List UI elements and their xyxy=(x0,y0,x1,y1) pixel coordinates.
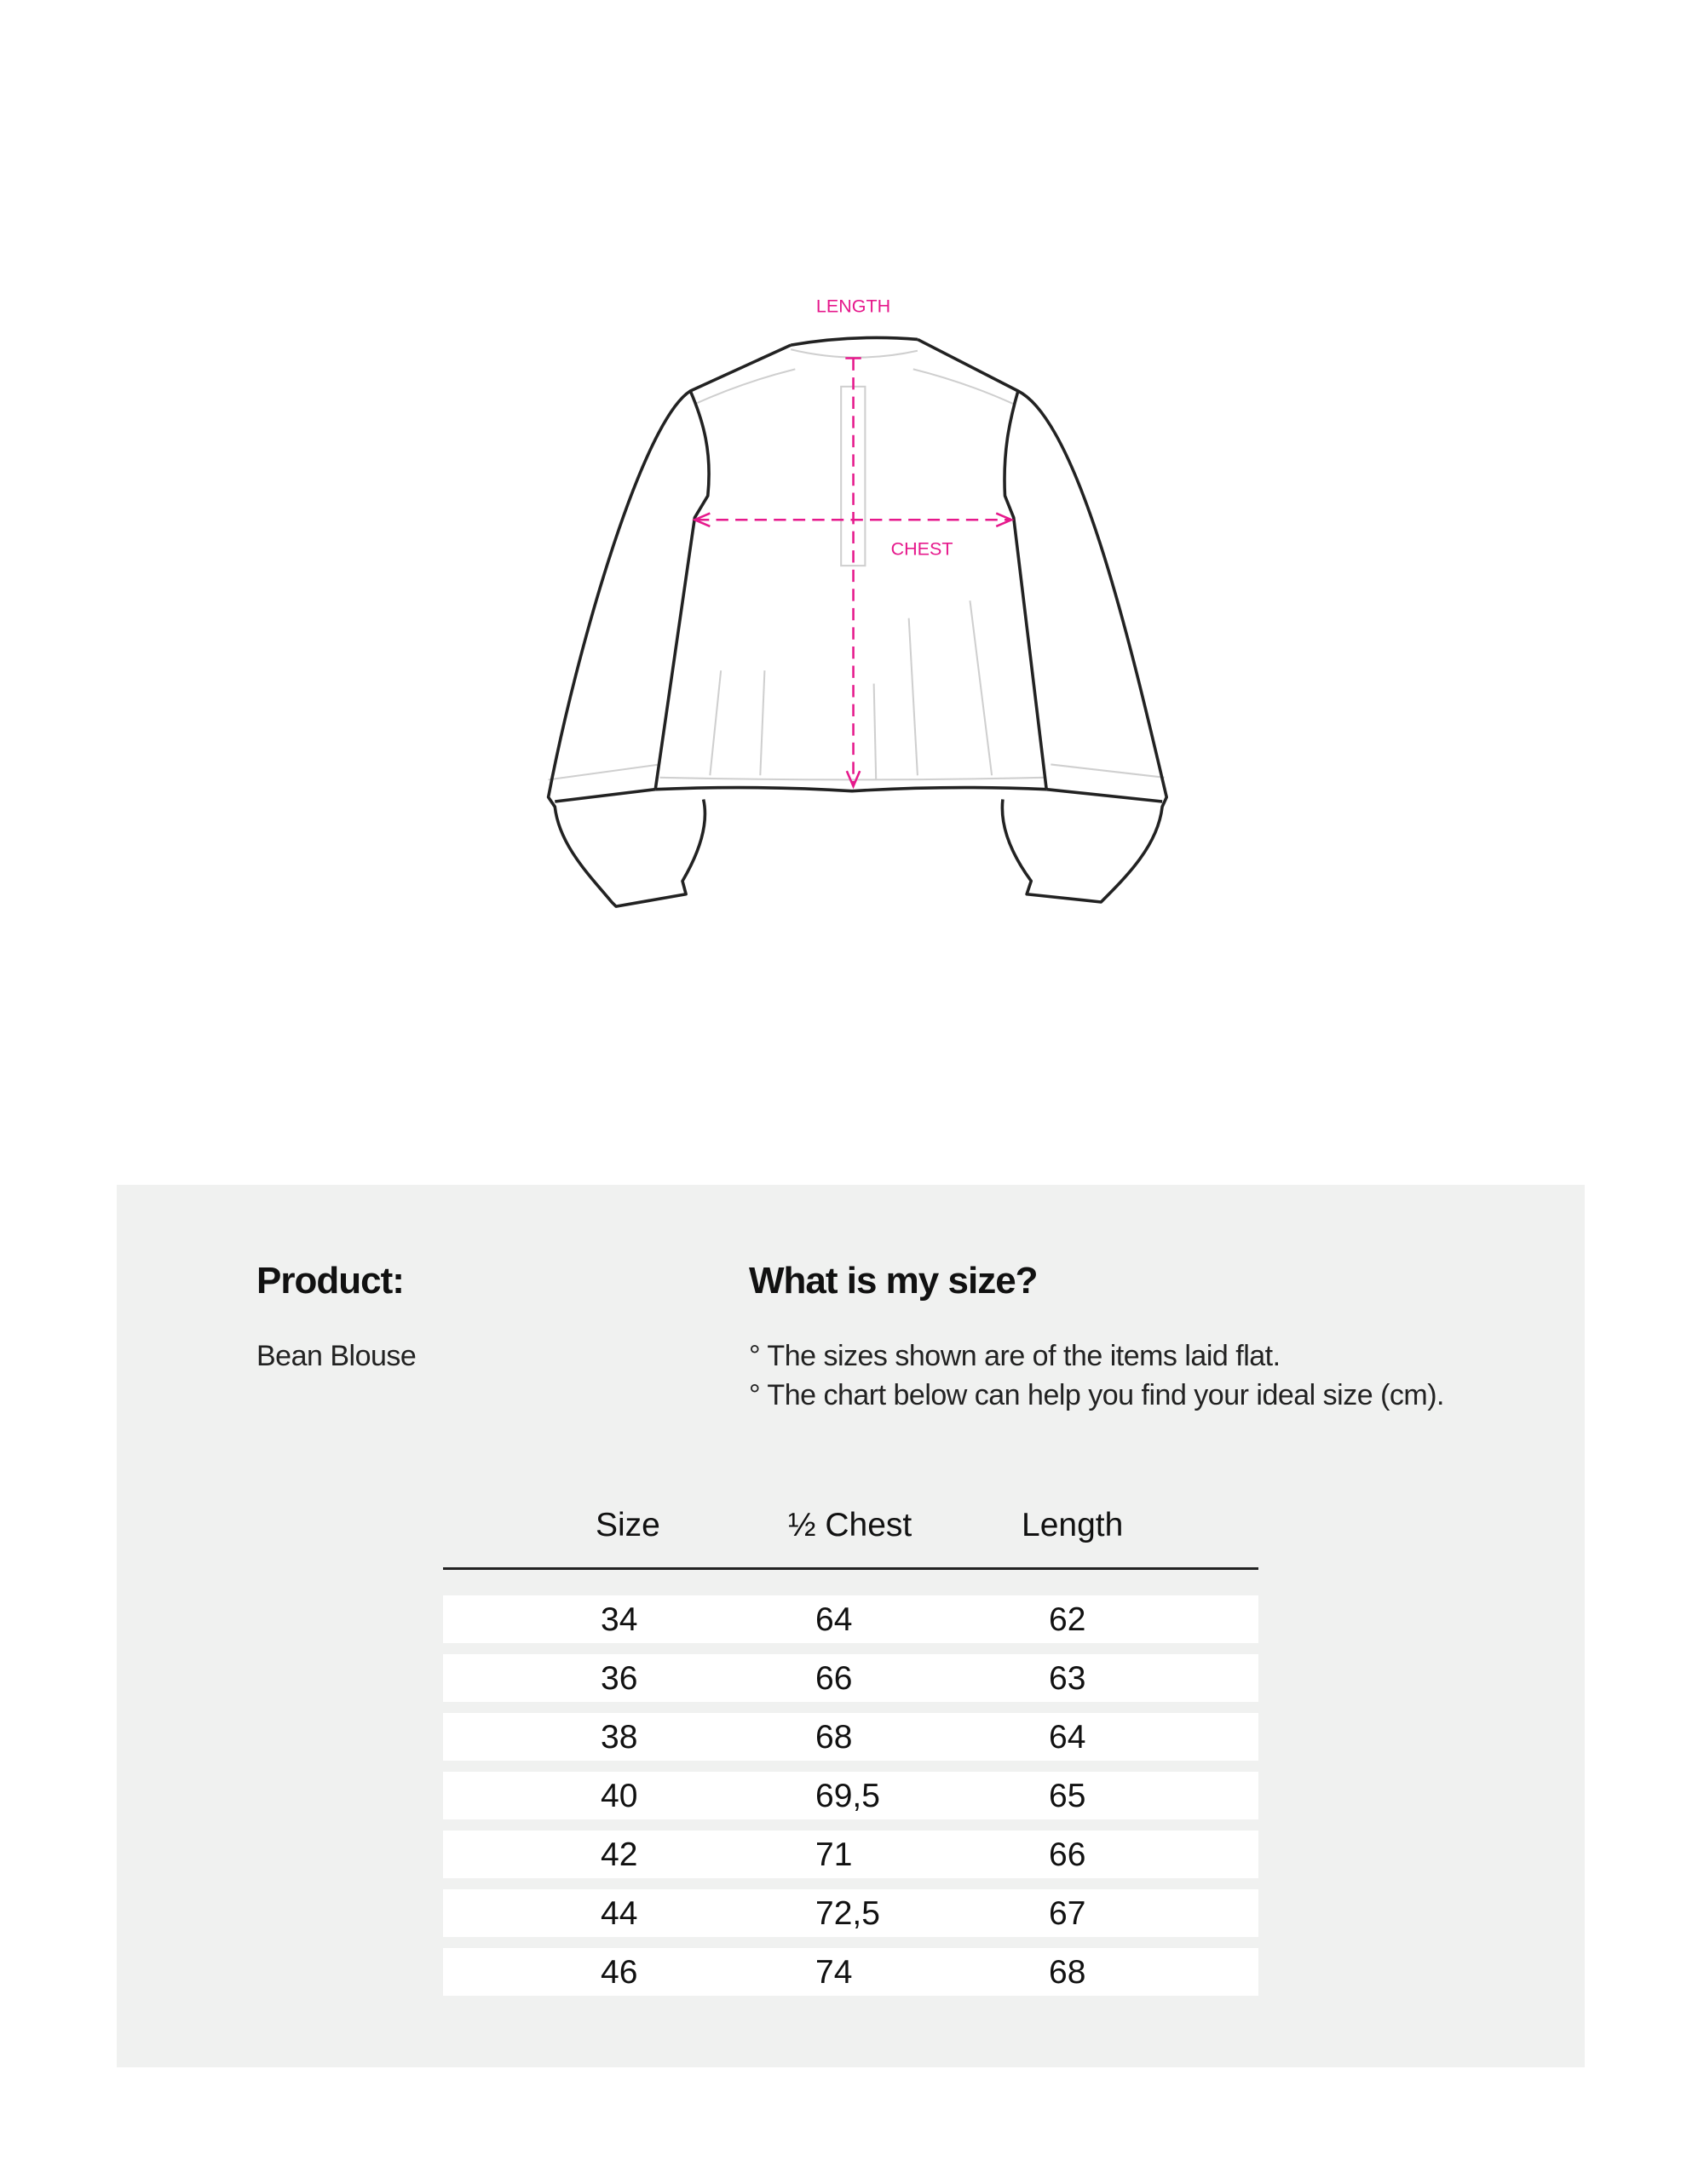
product-name: Bean Blouse xyxy=(256,1340,417,1372)
header-length: Length xyxy=(1022,1507,1124,1543)
half-chest-cell: 74 xyxy=(815,1954,853,1991)
right-side-outline xyxy=(917,337,1169,904)
size-cell: 36 xyxy=(601,1660,638,1697)
header-size: Size xyxy=(596,1507,660,1543)
size-cell: 46 xyxy=(601,1954,638,1991)
length-cell: 64 xyxy=(1049,1719,1086,1756)
size-cell: 40 xyxy=(601,1778,638,1814)
table-row: 42 71 66 xyxy=(443,1831,1258,1878)
half-chest-cell: 72,5 xyxy=(815,1895,880,1932)
yoke-seam xyxy=(694,368,1015,405)
sleeve-band-right xyxy=(1051,763,1165,779)
table-row: 44 72,5 67 xyxy=(443,1889,1258,1937)
chest-arrow-left-icon xyxy=(692,512,711,528)
length-cell: 63 xyxy=(1049,1660,1086,1697)
left-side-outline xyxy=(546,343,792,908)
blouse-measurement-diagram: LENGTH CHEST xyxy=(546,296,1169,908)
collar xyxy=(790,336,918,347)
size-help-heading: What is my size? xyxy=(749,1260,1039,1302)
size-note-2: ° The chart below can help you find your… xyxy=(749,1379,1445,1411)
sleeve-band-left xyxy=(548,763,660,781)
length-label: LENGTH xyxy=(816,296,890,317)
length-cell: 65 xyxy=(1049,1778,1086,1814)
table-row: 36 66 63 xyxy=(443,1654,1258,1702)
table-row: 46 74 68 xyxy=(443,1948,1258,1996)
header-half-chest: ½ Chest xyxy=(788,1507,912,1543)
table-row: 34 64 62 xyxy=(443,1595,1258,1643)
half-chest-cell: 68 xyxy=(815,1719,853,1756)
half-chest-cell: 71 xyxy=(815,1836,853,1873)
length-cell: 67 xyxy=(1049,1895,1086,1932)
size-note-1: ° The sizes shown are of the items laid … xyxy=(749,1340,1281,1372)
table-row: 40 69,5 65 xyxy=(443,1772,1258,1819)
cuff-lines xyxy=(555,787,1163,803)
header-divider xyxy=(443,1567,1258,1570)
chest-arrow-right-icon xyxy=(995,512,1015,528)
hem xyxy=(655,785,1047,793)
hem-stitch xyxy=(659,776,1045,781)
chest-label: CHEST xyxy=(891,538,953,559)
half-chest-cell: 69,5 xyxy=(815,1778,880,1814)
length-cell: 62 xyxy=(1049,1601,1086,1638)
size-cell: 42 xyxy=(601,1836,638,1873)
table-row: 38 68 64 xyxy=(443,1713,1258,1761)
collar-seam xyxy=(790,348,918,359)
body-folds xyxy=(709,601,993,780)
product-heading: Product: xyxy=(256,1260,405,1302)
size-cell: 34 xyxy=(601,1601,638,1638)
size-cell: 44 xyxy=(601,1895,638,1932)
length-arrow-icon xyxy=(845,770,861,790)
size-cell: 38 xyxy=(601,1719,638,1756)
length-cell: 66 xyxy=(1049,1836,1086,1873)
half-chest-cell: 66 xyxy=(815,1660,853,1697)
length-cell: 68 xyxy=(1049,1954,1086,1991)
half-chest-cell: 64 xyxy=(815,1601,853,1638)
size-info-panel: Product: Bean Blouse What is my size? ° … xyxy=(117,1185,1585,2067)
